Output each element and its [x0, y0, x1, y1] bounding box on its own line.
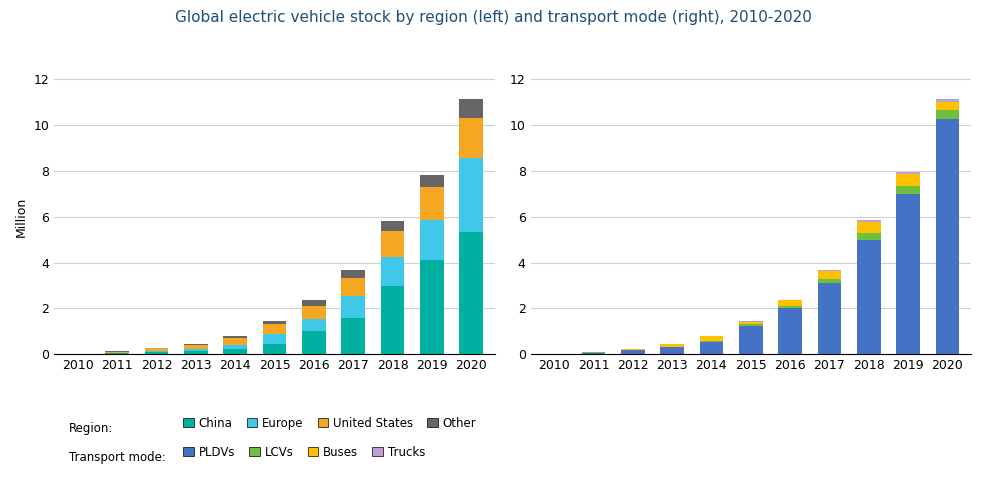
- Bar: [341, 278, 365, 296]
- Bar: [936, 119, 959, 354]
- Bar: [262, 321, 286, 324]
- Bar: [700, 342, 723, 354]
- Bar: [262, 344, 286, 354]
- Bar: [857, 220, 880, 222]
- Bar: [661, 345, 684, 347]
- Bar: [896, 186, 920, 194]
- Bar: [778, 301, 802, 306]
- Bar: [896, 172, 920, 174]
- Bar: [817, 271, 841, 279]
- Bar: [661, 347, 684, 348]
- Bar: [224, 336, 247, 338]
- Bar: [381, 286, 404, 354]
- Bar: [817, 279, 841, 283]
- Bar: [700, 341, 723, 342]
- Bar: [302, 306, 325, 319]
- Bar: [106, 353, 129, 354]
- Bar: [420, 220, 444, 260]
- Text: Region:: Region:: [69, 422, 113, 435]
- Bar: [420, 187, 444, 220]
- Bar: [817, 270, 841, 271]
- Bar: [857, 222, 880, 233]
- Bar: [106, 351, 129, 353]
- Bar: [857, 240, 880, 354]
- Bar: [459, 158, 483, 232]
- Bar: [381, 221, 404, 231]
- Bar: [302, 332, 325, 354]
- Bar: [778, 306, 802, 308]
- Bar: [582, 352, 605, 354]
- Bar: [700, 336, 723, 341]
- Bar: [420, 175, 444, 187]
- Bar: [739, 324, 762, 326]
- Bar: [184, 345, 208, 349]
- Bar: [262, 333, 286, 344]
- Bar: [459, 99, 483, 118]
- Bar: [381, 231, 404, 257]
- Y-axis label: Million: Million: [15, 197, 28, 237]
- Bar: [739, 326, 762, 354]
- Bar: [936, 110, 959, 119]
- Bar: [224, 349, 247, 354]
- Bar: [621, 349, 645, 350]
- Bar: [778, 308, 802, 354]
- Bar: [936, 102, 959, 110]
- Bar: [145, 348, 169, 351]
- Bar: [184, 349, 208, 351]
- Bar: [145, 351, 169, 354]
- Bar: [459, 232, 483, 354]
- Bar: [262, 324, 286, 333]
- Bar: [739, 321, 762, 324]
- Bar: [661, 348, 684, 354]
- Bar: [302, 300, 325, 306]
- Bar: [420, 260, 444, 354]
- Bar: [341, 271, 365, 278]
- Bar: [459, 118, 483, 158]
- Bar: [184, 351, 208, 354]
- Bar: [896, 194, 920, 354]
- Bar: [341, 296, 365, 318]
- Legend: China, Europe, United States, Other: China, Europe, United States, Other: [183, 417, 476, 430]
- Bar: [621, 350, 645, 354]
- Bar: [184, 344, 208, 345]
- Bar: [341, 318, 365, 354]
- Text: Transport mode:: Transport mode:: [69, 451, 166, 464]
- Bar: [857, 233, 880, 240]
- Bar: [817, 283, 841, 354]
- Legend: PLDVs, LCVs, Buses, Trucks: PLDVs, LCVs, Buses, Trucks: [183, 446, 425, 459]
- Bar: [896, 174, 920, 186]
- Bar: [302, 319, 325, 332]
- Bar: [224, 338, 247, 345]
- Bar: [381, 257, 404, 286]
- Bar: [224, 345, 247, 349]
- Bar: [936, 99, 959, 102]
- Text: Global electric vehicle stock by region (left) and transport mode (right), 2010-: Global electric vehicle stock by region …: [175, 10, 811, 25]
